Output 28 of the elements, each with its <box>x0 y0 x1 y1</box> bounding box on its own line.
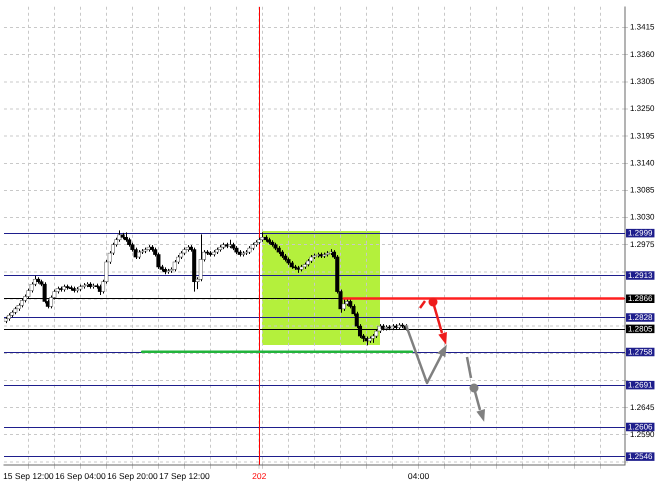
x-tick-label: 202 <box>252 471 267 482</box>
x-tick-label: 17 Sep 12:00 <box>159 471 210 482</box>
y-tick-label: 1.3030 <box>630 212 656 222</box>
y-tick-label: 1.3085 <box>630 186 656 195</box>
x-tick-label: 16 Sep 20:00 <box>107 471 158 482</box>
y-tick-label: 1.3195 <box>630 131 656 140</box>
y-tick-label: 1.3140 <box>630 158 656 168</box>
y-tick-label: 1.2975 <box>630 240 656 249</box>
ref-line-label: 1.2758 <box>628 347 654 356</box>
y-tick-label: 1.3360 <box>630 50 656 59</box>
ref-line-label: 1.2866 <box>628 294 654 304</box>
ref-line-label: 1.2546 <box>628 452 654 462</box>
ref-line-label: 1.2913 <box>628 270 654 280</box>
ref-line-label: 1.2805 <box>628 324 654 334</box>
y-tick-label: 1.3250 <box>630 104 656 114</box>
ref-line-label: 1.2691 <box>628 380 654 390</box>
y-tick-label: 1.3305 <box>630 77 656 86</box>
ref-line-label: 1.2999 <box>628 228 654 238</box>
y-tick-label: 1.3415 <box>630 22 656 32</box>
x-tick-label: 16 Sep 04:00 <box>55 471 106 482</box>
y-tick-label: 1.2590 <box>630 430 656 439</box>
ref-line-label: 1.2828 <box>628 312 654 322</box>
candlestick <box>117 230 122 242</box>
y-tick-label: 1.2645 <box>630 402 656 412</box>
x-tick-label: 04:00 <box>408 471 430 482</box>
x-tick-label: 15 Sep 12:00 <box>3 471 54 482</box>
candlestick <box>172 259 177 272</box>
ref-line-label: 1.2606 <box>628 422 654 432</box>
